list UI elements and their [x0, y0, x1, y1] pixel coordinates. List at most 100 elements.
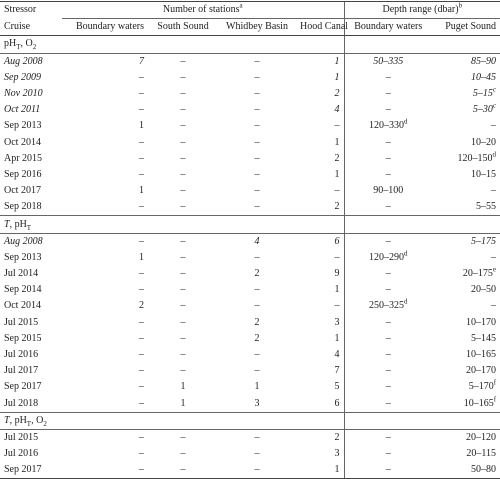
cell-text: – [385, 381, 391, 393]
cell-text: – [180, 136, 186, 148]
table-cell: 5–55 [432, 199, 500, 216]
table-cell: 2 [296, 429, 344, 446]
table-cell: 1 [148, 379, 218, 395]
table-cell: – [148, 250, 218, 266]
cell-text: – [180, 235, 186, 247]
table-cell: – [62, 233, 148, 250]
table-cell: – [343, 363, 433, 380]
cell-text: – [254, 55, 260, 67]
label-subscript: 2 [32, 43, 37, 52]
cell-text: Sep 2009 [4, 71, 41, 83]
cell-text: 1 [139, 120, 144, 132]
cell-text: Sep 2015 [4, 332, 42, 344]
cell-text: Jul 2015 [4, 316, 39, 328]
table-cell: – [218, 53, 296, 70]
header-text: Boundary waters [354, 21, 423, 33]
data-row: Jul 2018 – 1 3 6 – 10–165f [0, 395, 500, 413]
table-cell: – [218, 118, 296, 134]
table-cell: 1 [296, 167, 344, 183]
cell-text: – [385, 464, 391, 476]
table-cell: Sep 2016 [0, 167, 62, 183]
table-cell: – [148, 347, 218, 363]
section-row: T, pHT [0, 215, 500, 234]
table-cell: – [148, 315, 218, 331]
table-cell: 2 [62, 298, 148, 314]
cell-text: – [385, 136, 391, 148]
cell-text: 85–90 [471, 55, 497, 67]
cell-text: – [385, 71, 391, 83]
data-row: Apr 2015 – – – 2 – 120–150d [0, 150, 500, 167]
table-cell: 20–175e [432, 266, 500, 282]
table-cell: – [432, 183, 500, 199]
cell-text: 2 [254, 268, 260, 280]
cell-text: Jul 2014 [4, 268, 39, 280]
cell-text: 120–330 [369, 120, 405, 132]
header-text: Hood Canal [300, 21, 349, 33]
table-cell: – [148, 266, 218, 282]
cell-text: Oct 2014 [4, 136, 41, 148]
table-cell: Oct 2017 [0, 183, 62, 199]
cell-text: 2 [254, 316, 260, 328]
table-cell: – [148, 183, 218, 199]
cell-text: – [139, 136, 144, 148]
footnote-mark: a [239, 1, 243, 10]
table-cell: 2 [218, 315, 296, 331]
table-cell: Jul 2016 [0, 446, 62, 462]
cell-text: 4 [334, 104, 340, 116]
table-cell: – [148, 118, 218, 134]
cell-text: 2 [334, 88, 340, 100]
table-cell: – [343, 134, 433, 151]
data-row: Jul 2014 – – 2 9 – 20–175e [0, 266, 500, 283]
table-cell: 120–330d [343, 118, 433, 135]
header-text: Puget Sound [445, 21, 497, 33]
table-cell: – [62, 199, 148, 216]
table-cell: – [218, 282, 296, 298]
table-cell: – [62, 363, 148, 379]
table-cell: – [343, 150, 433, 167]
table-cell: Jul 2015 [0, 429, 62, 446]
table-cell: 20–115 [432, 446, 500, 462]
header-text: South Sound [157, 21, 209, 33]
cell-text: 5–175 [471, 235, 497, 247]
table-cell: 9 [296, 266, 344, 282]
cell-text: – [254, 88, 260, 100]
cell-text: – [139, 381, 144, 393]
cell-text: Jul 2016 [4, 448, 39, 460]
data-row: Sep 2015 – – 2 1 – 5–145 [0, 330, 500, 347]
cell-text: – [139, 332, 144, 344]
cell-text: – [385, 397, 391, 409]
cell-text: 5–30 [472, 104, 493, 116]
cell-text: – [139, 201, 144, 213]
cell-text: – [180, 88, 186, 100]
table-cell: – [343, 266, 433, 283]
cell-text: – [180, 168, 186, 180]
cell-text: 10–20 [471, 136, 497, 148]
cell-text: 10–170 [466, 316, 497, 328]
table-cell: – [148, 429, 218, 446]
cell-text: – [180, 300, 186, 312]
footnote-mark: e [492, 265, 497, 274]
table-cell: Sep 2013 [0, 118, 62, 134]
table-cell: – [218, 167, 296, 183]
table-cell: – [148, 70, 218, 86]
data-row: Sep 2017 – 1 1 5 – 5–170f [0, 379, 500, 396]
data-row: Sep 2014 – – – 1 – 20–50 [0, 282, 500, 299]
header-cell: Depth range (dbar)b [343, 0, 500, 20]
table-cell: Jul 2015 [0, 315, 62, 331]
cell-text: – [334, 185, 340, 197]
cell-text: – [139, 316, 144, 328]
table-cell: – [343, 379, 433, 396]
footnote-mark: f [493, 395, 497, 404]
data-row: Sep 2018 – – – 2 – 5–55 [0, 199, 500, 216]
table-cell: Jul 2016 [0, 347, 62, 363]
cell-text: – [139, 431, 144, 443]
table-cell: Sep 2018 [0, 199, 62, 216]
table-cell: 10–45 [432, 70, 500, 86]
section-spacer [343, 35, 500, 54]
table-cell: – [218, 86, 296, 102]
table-cell: 20–50 [432, 282, 500, 298]
label-text: T [4, 414, 10, 426]
cell-text: – [385, 284, 391, 296]
table-cell: – [343, 429, 433, 447]
table-cell: – [62, 282, 148, 298]
